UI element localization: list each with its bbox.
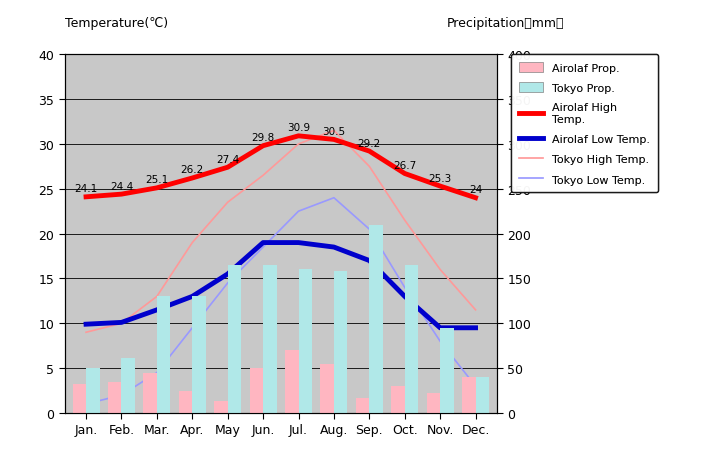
Bar: [285, 351, 299, 413]
Bar: [108, 382, 122, 413]
Tokyo High Temp.: [117, 321, 126, 326]
Text: 27.4: 27.4: [216, 154, 239, 164]
Tokyo High Temp.: [365, 164, 374, 170]
Tokyo Low Temp.: [188, 325, 197, 331]
Airolaf High
Temp.: [365, 149, 374, 155]
Bar: [192, 297, 206, 413]
Tokyo Low Temp.: [400, 285, 409, 291]
Text: 24: 24: [469, 185, 482, 195]
Airolaf Low Temp.: [188, 294, 197, 299]
Text: 25.1: 25.1: [145, 175, 168, 185]
Airolaf High
Temp.: [436, 184, 444, 190]
Text: 30.5: 30.5: [323, 127, 346, 137]
Tokyo High Temp.: [153, 294, 161, 299]
Bar: [157, 297, 171, 413]
Tokyo High Temp.: [330, 129, 338, 134]
Text: 29.2: 29.2: [358, 138, 381, 148]
Airolaf High
Temp.: [153, 186, 161, 191]
Bar: [320, 364, 334, 413]
Bar: [122, 358, 135, 413]
Bar: [299, 270, 312, 413]
Airolaf High
Temp.: [258, 144, 267, 149]
Text: Precipitation（mm）: Precipitation（mm）: [446, 17, 564, 30]
Text: 24.4: 24.4: [110, 181, 133, 191]
Bar: [440, 328, 454, 413]
Tokyo Low Temp.: [82, 401, 91, 407]
Text: 25.3: 25.3: [428, 173, 451, 183]
Bar: [405, 265, 418, 413]
Bar: [263, 265, 276, 413]
Bar: [73, 385, 86, 413]
Tokyo Low Temp.: [117, 392, 126, 398]
Tokyo High Temp.: [400, 218, 409, 224]
Tokyo Low Temp.: [436, 339, 444, 344]
Line: Tokyo High Temp.: Tokyo High Temp.: [86, 131, 475, 332]
Tokyo Low Temp.: [223, 280, 232, 286]
Airolaf High
Temp.: [223, 165, 232, 171]
Tokyo High Temp.: [471, 308, 480, 313]
Airolaf High
Temp.: [330, 137, 338, 143]
Text: 30.9: 30.9: [287, 123, 310, 133]
Airolaf High
Temp.: [400, 171, 409, 177]
Tokyo Low Temp.: [294, 209, 303, 214]
Tokyo High Temp.: [188, 241, 197, 246]
Airolaf High
Temp.: [82, 195, 91, 200]
Bar: [228, 265, 241, 413]
Bar: [475, 377, 489, 413]
Airolaf Low Temp.: [294, 241, 303, 246]
Airolaf Low Temp.: [365, 258, 374, 263]
Tokyo High Temp.: [258, 173, 267, 179]
Bar: [427, 393, 440, 413]
Tokyo Low Temp.: [365, 227, 374, 232]
Airolaf Low Temp.: [330, 245, 338, 250]
Line: Tokyo Low Temp.: Tokyo Low Temp.: [86, 198, 475, 404]
Tokyo High Temp.: [436, 267, 444, 273]
Airolaf Low Temp.: [400, 294, 409, 299]
Bar: [179, 391, 192, 413]
Text: 24.1: 24.1: [74, 184, 98, 194]
Tokyo High Temp.: [294, 142, 303, 147]
Airolaf High
Temp.: [294, 134, 303, 139]
Text: 29.8: 29.8: [251, 133, 275, 143]
Legend: Airolaf Prop., Tokyo Prop., Airolaf High
Temp., Airolaf Low Temp., Tokyo High Te: Airolaf Prop., Tokyo Prop., Airolaf High…: [511, 55, 658, 193]
Text: 26.7: 26.7: [393, 161, 416, 171]
Airolaf Low Temp.: [117, 320, 126, 325]
Bar: [86, 368, 99, 413]
Bar: [250, 368, 263, 413]
Bar: [356, 398, 369, 413]
Tokyo Low Temp.: [330, 196, 338, 201]
Text: 26.2: 26.2: [181, 165, 204, 175]
Bar: [391, 386, 405, 413]
Airolaf Low Temp.: [436, 325, 444, 331]
Line: Airolaf High
Temp.: Airolaf High Temp.: [86, 136, 475, 198]
Text: Temperature(℃): Temperature(℃): [65, 17, 168, 30]
Bar: [143, 373, 157, 413]
Tokyo High Temp.: [82, 330, 91, 335]
Bar: [334, 272, 347, 413]
Bar: [215, 402, 228, 413]
Airolaf Low Temp.: [82, 322, 91, 327]
Airolaf Low Temp.: [153, 308, 161, 313]
Airolaf High
Temp.: [471, 196, 480, 201]
Tokyo High Temp.: [223, 200, 232, 206]
Airolaf High
Temp.: [188, 176, 197, 181]
Airolaf Low Temp.: [258, 241, 267, 246]
Tokyo Low Temp.: [471, 383, 480, 389]
Tokyo Low Temp.: [153, 370, 161, 375]
Airolaf Low Temp.: [471, 325, 480, 331]
Line: Airolaf Low Temp.: Airolaf Low Temp.: [86, 243, 475, 328]
Bar: [369, 225, 383, 413]
Bar: [462, 377, 475, 413]
Tokyo Low Temp.: [258, 245, 267, 250]
Airolaf Low Temp.: [223, 272, 232, 277]
Airolaf High
Temp.: [117, 192, 126, 197]
